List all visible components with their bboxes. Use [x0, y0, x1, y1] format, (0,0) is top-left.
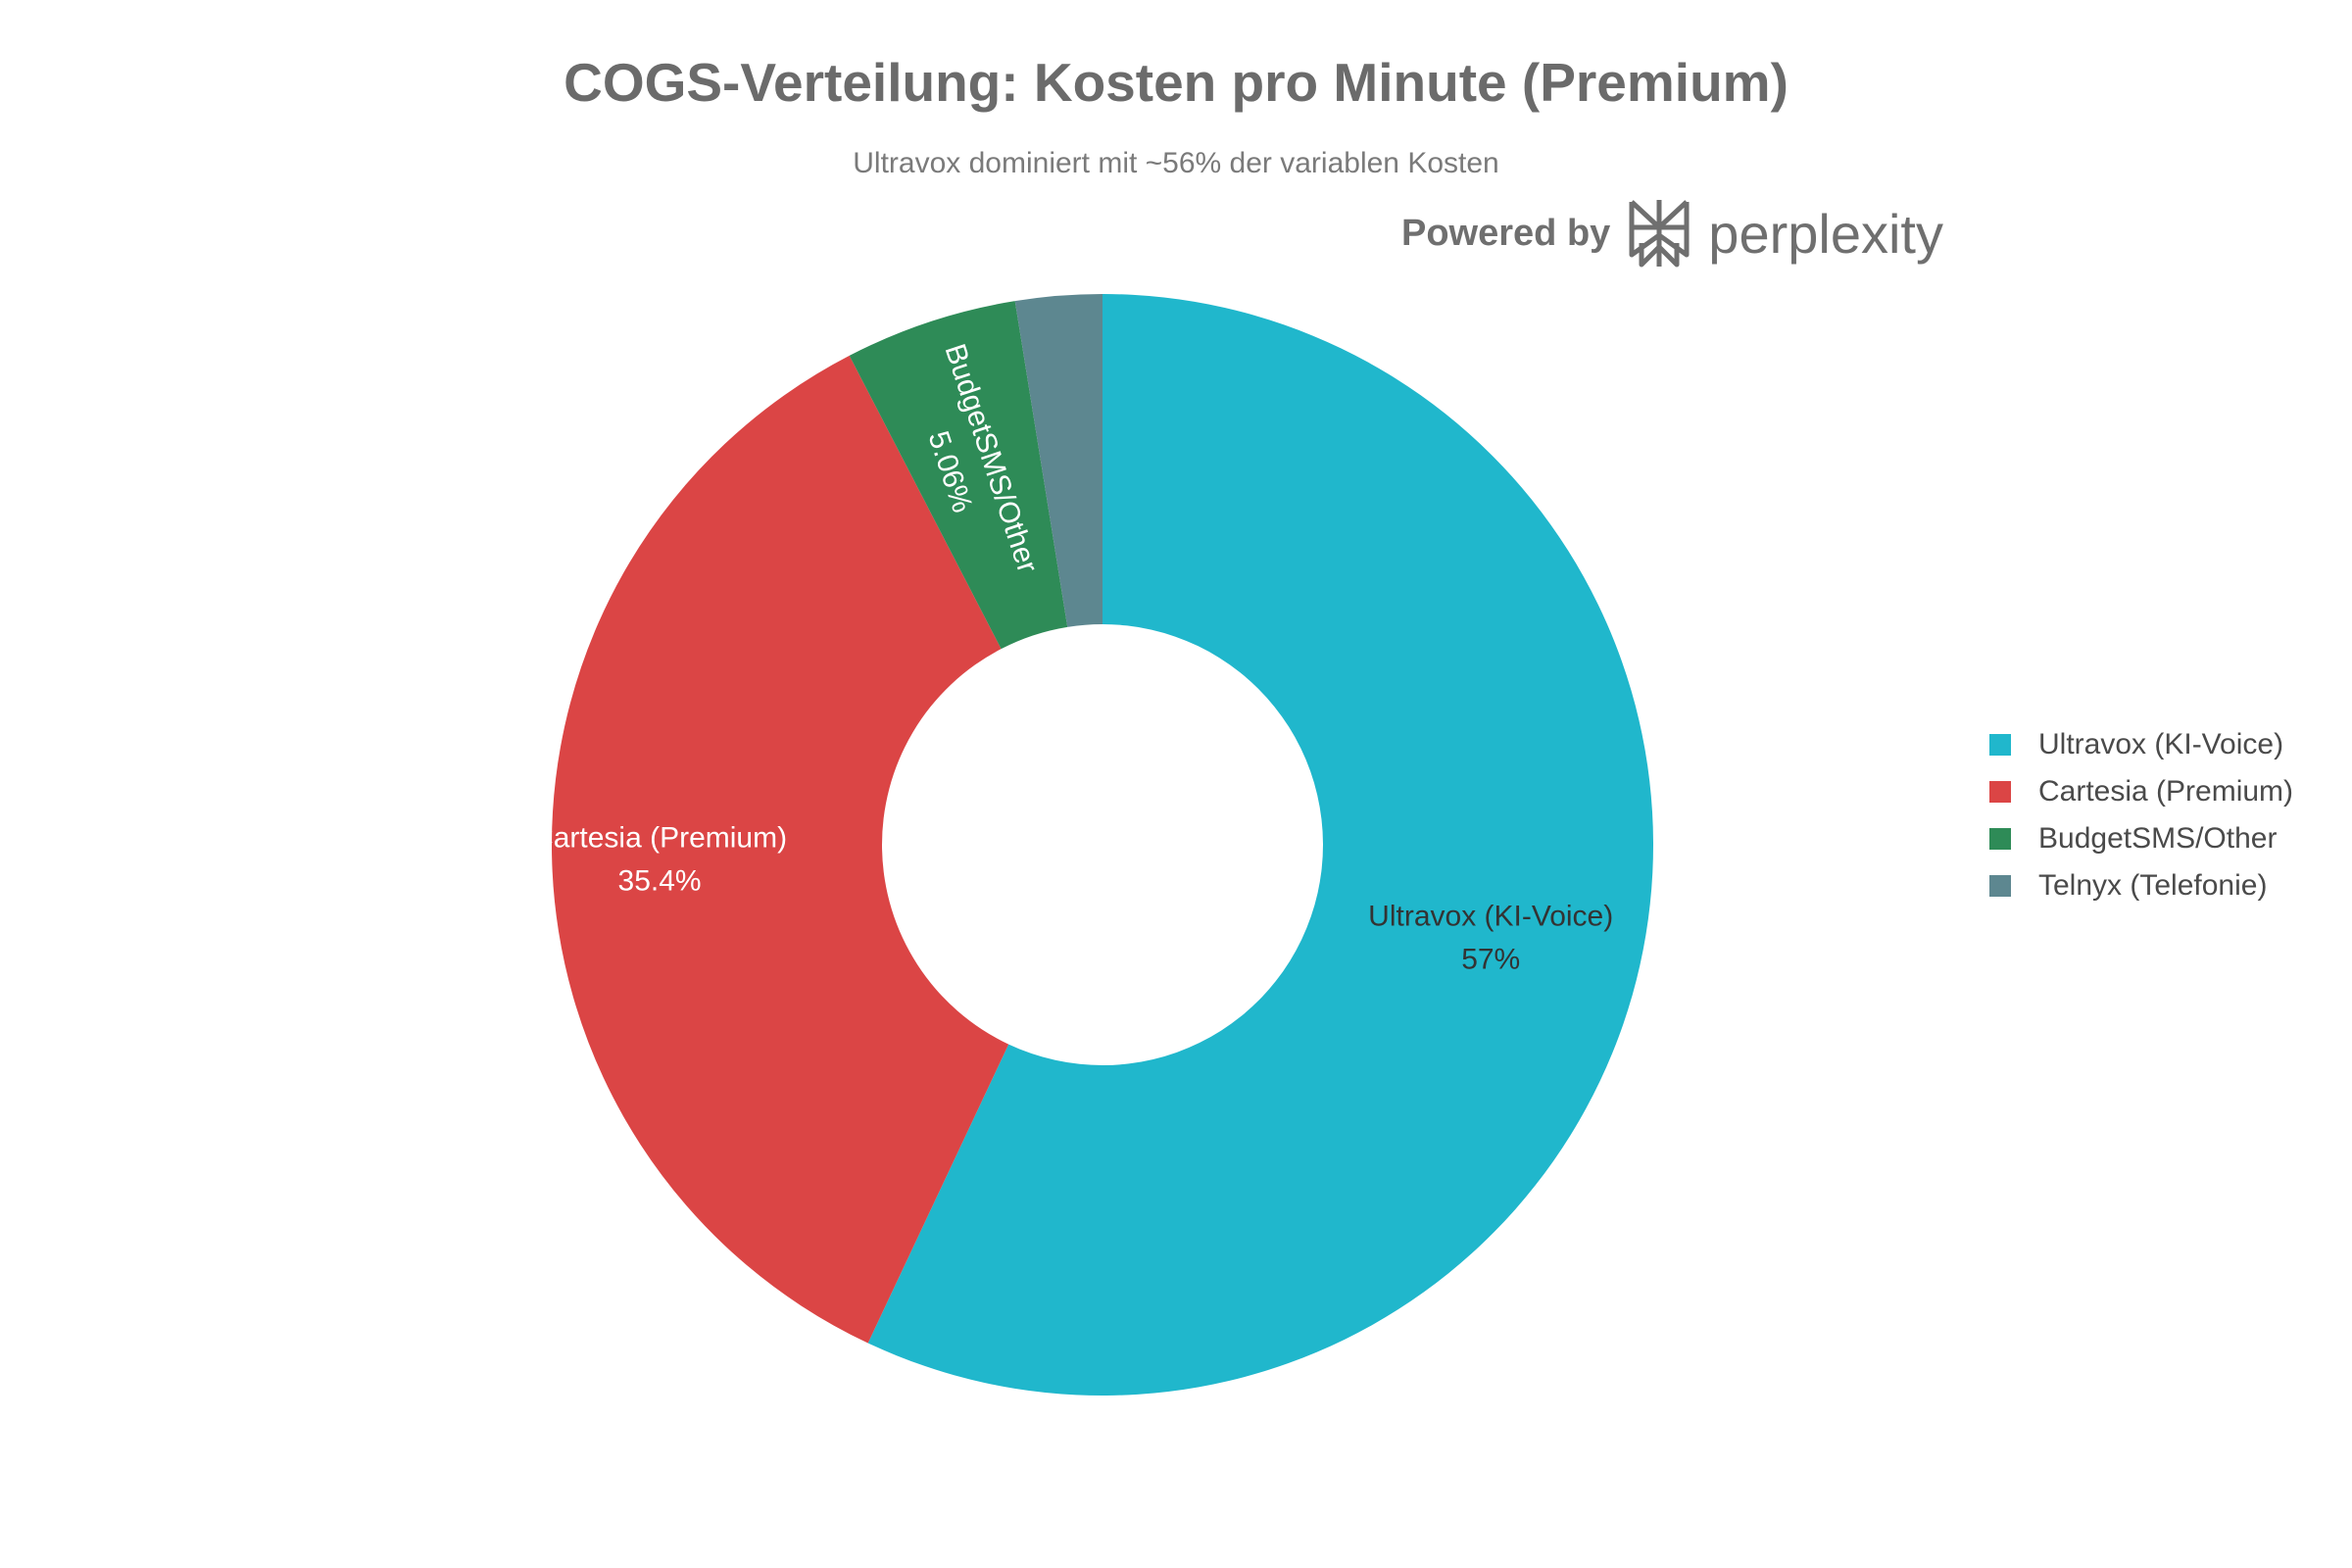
perplexity-logo-icon: [1629, 200, 1690, 268]
legend-item-cartesia-premium[interactable]: Cartesia (Premium): [1989, 768, 2293, 815]
slice-label-cartesia-premium: Cartesia (Premium) 35.4%: [532, 822, 787, 898]
legend-swatch: [1989, 875, 2011, 897]
legend-item-telnyx-telefonie[interactable]: Telnyx (Telefonie): [1989, 862, 2293, 909]
chart-title: COGS-Verteilung: Kosten pro Minute (Prem…: [564, 52, 1788, 113]
slice-cartesia-premium[interactable]: [551, 355, 1009, 1344]
chart-subtitle: Ultravox dominiert mit ~56% der variable…: [853, 147, 1499, 179]
perplexity-brand-text: perplexity: [1708, 202, 1943, 265]
slice-ultravox-ki-voice[interactable]: [867, 294, 1653, 1396]
powered-by-text: Powered by: [1401, 212, 1611, 254]
legend-label: Cartesia (Premium): [2038, 775, 2294, 808]
legend-item-ultravox-ki-voice[interactable]: Ultravox (KI-Voice): [1989, 721, 2293, 768]
legend-item-budgetsms-other[interactable]: BudgetSMS/Other: [1989, 815, 2293, 862]
legend-label: Telnyx (Telefonie): [2038, 869, 2268, 902]
legend-swatch: [1989, 734, 2011, 756]
slice-telnyx-telefonie[interactable]: [1014, 294, 1102, 627]
chart-legend: Ultravox (KI-Voice) Cartesia (Premium) Bud…: [1989, 721, 2293, 909]
legend-swatch: [1989, 781, 2011, 803]
legend-label: Ultravox (KI-Voice): [2038, 728, 2284, 760]
slice-budgetsms-other[interactable]: [849, 301, 1068, 650]
legend-swatch: [1989, 828, 2011, 850]
slice-label-ultravox-ki-voice: Ultravox (KI-Voice) 57%: [1368, 901, 1613, 976]
legend-label: BudgetSMS/Other: [2038, 822, 2278, 855]
powered-by-watermark: Powered by perplexity: [1401, 194, 1943, 272]
